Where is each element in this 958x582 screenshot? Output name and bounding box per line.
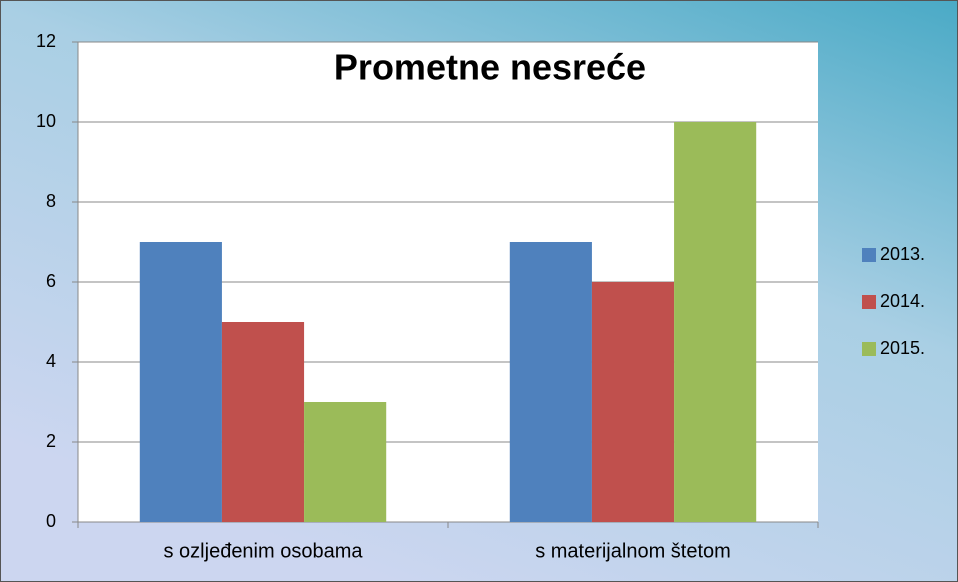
x-tick-label: s ozljeđenim osobama: [164, 540, 364, 562]
chart-title: Prometne nesreće: [334, 47, 646, 88]
legend-swatch: [862, 295, 876, 309]
y-tick-label: 4: [46, 351, 56, 371]
bar: [509, 242, 592, 522]
y-tick-label: 6: [46, 271, 56, 291]
bar: [304, 402, 387, 522]
y-tick-label: 0: [46, 511, 56, 531]
legend-label: 2014.: [880, 291, 925, 311]
y-tick-label: 2: [46, 431, 56, 451]
bar: [591, 282, 675, 522]
legend-swatch: [862, 342, 876, 356]
bar: [221, 322, 305, 522]
y-tick-label: 8: [46, 191, 56, 211]
y-tick-label: 12: [36, 31, 56, 51]
legend-label: 2013.: [880, 244, 925, 264]
bar: [674, 122, 757, 522]
x-tick-label: s materijalnom štetom: [535, 540, 731, 562]
legend-label: 2015.: [880, 338, 925, 358]
bar: [139, 242, 222, 522]
y-tick-label: 10: [36, 111, 56, 131]
legend-swatch: [862, 248, 876, 262]
